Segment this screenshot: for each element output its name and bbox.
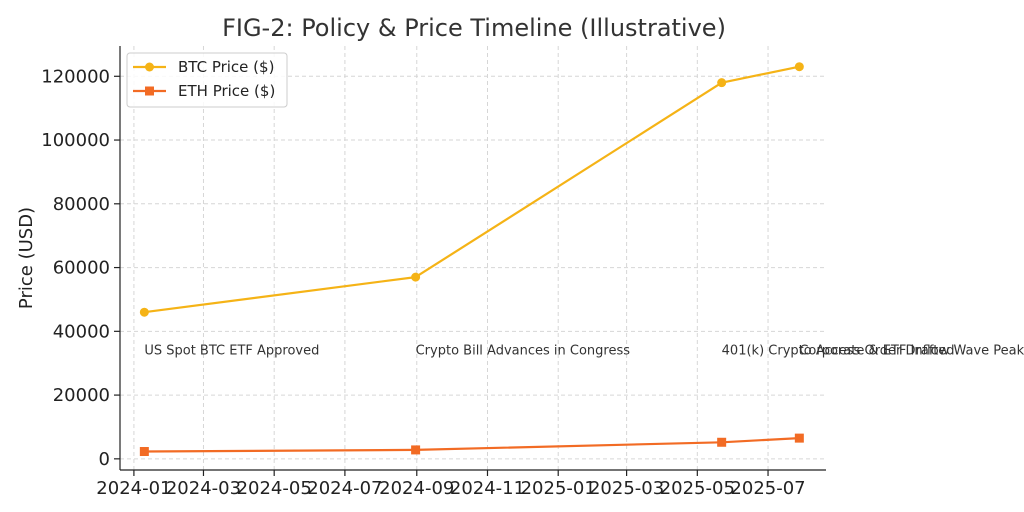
- ticks: 0 20000 40000 60000 80000 100000 120000 2024-01…: [41, 66, 805, 499]
- y-tick-label: 60000: [53, 258, 110, 279]
- eth-data-point: [139, 447, 149, 457]
- legend-eth-marker: [145, 86, 154, 96]
- btc-data-point: [411, 272, 421, 282]
- x-tick-label: 2025-01: [521, 478, 596, 499]
- event-annotation: Corporate & ETF Inflow Wave Peaks: [799, 343, 1024, 358]
- legend-btc-marker: [145, 62, 154, 72]
- y-tick-label: 120000: [41, 66, 110, 87]
- x-tick-label: 2024-01: [96, 478, 171, 499]
- x-tick-label: 2024-11: [450, 478, 525, 499]
- x-tick-label: 2024-03: [166, 478, 241, 499]
- y-tick-label: 0: [99, 449, 110, 470]
- event-annotation: Crypto Bill Advances in Congress: [416, 343, 631, 358]
- legend-btc-label: BTC Price ($): [178, 58, 274, 76]
- grid: [120, 46, 826, 470]
- x-tick-label: 2025-07: [730, 478, 805, 499]
- x-tick-label: 2025-03: [589, 478, 664, 499]
- legend-box: [126, 52, 288, 108]
- btc-data-point: [139, 307, 149, 317]
- btc-data-point: [794, 62, 804, 72]
- btc-data-point: [717, 78, 727, 88]
- y-axis-label: Price (USD): [16, 207, 37, 309]
- chart-title: FIG-2: Policy & Price Timeline (Illustra…: [222, 14, 726, 42]
- legend-eth-label: ETH Price ($): [178, 82, 275, 100]
- eth-data-point: [717, 437, 727, 447]
- series-lines: [139, 62, 804, 457]
- y-tick-label: 20000: [53, 385, 110, 406]
- eth-price-line: [144, 437, 800, 453]
- axes: [119, 46, 826, 471]
- y-tick-label: 100000: [41, 130, 110, 151]
- eth-data-point: [794, 433, 804, 443]
- y-tick-label: 80000: [53, 194, 110, 215]
- btc-price-line: [144, 65, 800, 314]
- legend: BTC Price ($) ETH Price ($): [126, 52, 288, 108]
- x-tick-label: 2024-09: [379, 478, 454, 499]
- event-annotation: 401(k) Crypto Access Order Drafted: [722, 343, 955, 358]
- y-tick-label: 40000: [53, 321, 110, 342]
- event-annotation: US Spot BTC ETF Approved: [144, 343, 319, 358]
- x-tick-label: 2024-05: [237, 478, 312, 499]
- eth-data-point: [411, 445, 421, 455]
- x-tick-label: 2025-05: [660, 478, 735, 499]
- x-tick-label: 2024-07: [307, 478, 382, 499]
- annotations: US Spot BTC ETF Approved Crypto Bill Adva…: [144, 343, 1024, 358]
